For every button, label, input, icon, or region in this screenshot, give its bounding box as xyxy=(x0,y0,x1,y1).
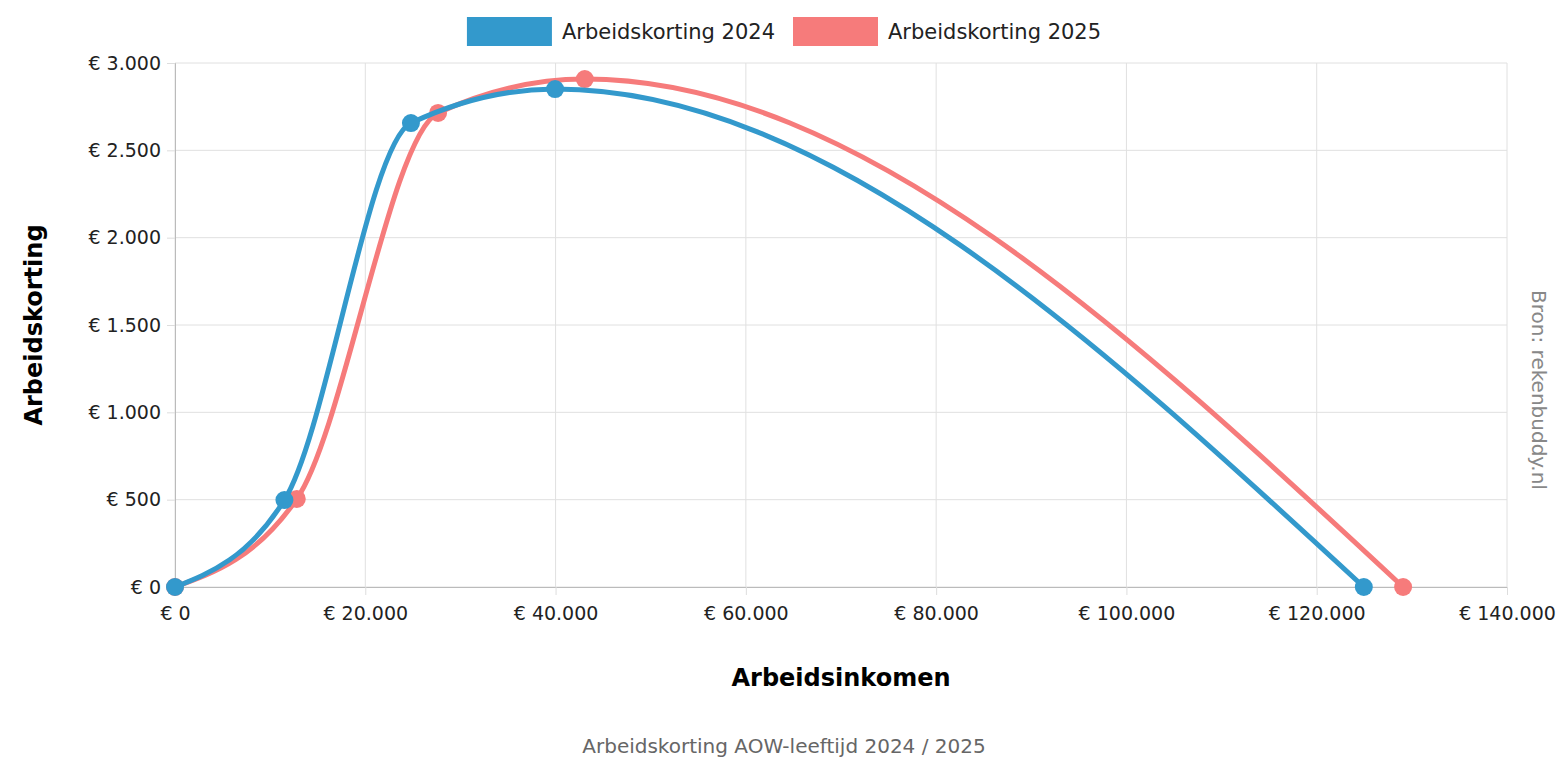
series-point xyxy=(166,578,184,596)
series-point xyxy=(1394,578,1412,596)
legend-item: Arbeidskorting 2024 xyxy=(467,17,775,46)
legend-swatch xyxy=(793,17,878,46)
tick-mark xyxy=(167,63,175,64)
tick-mark xyxy=(556,587,557,595)
tick-mark xyxy=(1317,587,1318,595)
tick-mark xyxy=(167,500,175,501)
grid-line-y xyxy=(175,237,1507,238)
tick: € 60.000 xyxy=(704,587,789,624)
tick-mark xyxy=(936,587,937,595)
tick-label: € 20.000 xyxy=(323,602,408,624)
tick-mark xyxy=(746,587,747,595)
chart-title: Arbeidskorting AOW-leeftijd 2024 / 2025 xyxy=(582,734,985,758)
chart: € 0 € 20.000 € 40.000 € 60.000 € 80.000 € 100… xyxy=(0,0,1568,784)
tick-label: € 2.000 xyxy=(88,226,161,248)
tick: € 500 xyxy=(107,488,175,510)
tick-label: € 0 xyxy=(160,602,190,624)
grid-line-y xyxy=(175,325,1507,326)
tick-mark xyxy=(1507,587,1508,595)
tick-label: € 100.000 xyxy=(1079,602,1176,624)
tick-label: € 60.000 xyxy=(704,602,789,624)
series-point xyxy=(576,70,594,88)
series-group xyxy=(166,70,1412,596)
legend: Arbeidskorting 2024 Arbeidskorting 2025 xyxy=(467,17,1101,46)
tick-label: € 40.000 xyxy=(514,602,599,624)
legend-label: Arbeidskorting 2025 xyxy=(888,20,1101,44)
y-axis-title: Arbeidskorting xyxy=(20,224,48,425)
tick-label: € 3.000 xyxy=(88,52,161,74)
grid-line-y xyxy=(175,63,1507,64)
tick-label: € 80.000 xyxy=(894,602,979,624)
legend-item: Arbeidskorting 2025 xyxy=(793,17,1101,46)
series-point xyxy=(166,578,184,596)
x-axis-title: Arbeidsinkomen xyxy=(731,664,950,692)
tick-label: € 500 xyxy=(107,488,161,510)
legend-swatch xyxy=(467,17,552,46)
tick-label: € 0 xyxy=(131,576,161,598)
axis-line xyxy=(167,64,176,588)
grid xyxy=(175,63,1507,587)
series-line xyxy=(175,89,1364,587)
legend-label: Arbeidskorting 2024 xyxy=(562,20,775,44)
series-point xyxy=(275,491,293,509)
tick: € 20.000 xyxy=(323,587,408,624)
grid-line-y xyxy=(175,150,1507,151)
series-point xyxy=(402,114,420,132)
tick: € 120.000 xyxy=(1269,587,1366,624)
tick: € 3.000 xyxy=(88,52,175,74)
tick: € 140.000 xyxy=(1459,587,1556,624)
tick-mark xyxy=(1126,587,1127,595)
tick-mark xyxy=(365,587,366,595)
tick-mark xyxy=(167,150,175,151)
grid-line-y xyxy=(175,412,1507,413)
axis-line xyxy=(176,588,1508,596)
series-point xyxy=(546,80,564,98)
tick: € 2.500 xyxy=(88,139,175,161)
tick: € 2.000 xyxy=(88,226,175,248)
series-line xyxy=(175,79,1403,587)
series-point xyxy=(1355,578,1373,596)
tick-label: € 1.500 xyxy=(88,314,161,336)
tick: € 40.000 xyxy=(514,587,599,624)
tick-label: € 120.000 xyxy=(1269,602,1366,624)
tick-mark xyxy=(167,412,175,413)
tick-mark xyxy=(167,238,175,239)
tick-label: € 2.500 xyxy=(88,139,161,161)
plot: € 0 € 20.000 € 40.000 € 60.000 € 80.000 € 100… xyxy=(88,52,1555,625)
x-axis: € 0 € 20.000 € 40.000 € 60.000 € 80.000 € 100… xyxy=(160,587,1555,624)
tick-mark xyxy=(167,325,175,326)
tick: € 1.000 xyxy=(88,401,175,423)
tick: € 1.500 xyxy=(88,314,175,336)
tick-label: € 1.000 xyxy=(88,401,161,423)
tick: € 80.000 xyxy=(894,587,979,624)
tick: € 100.000 xyxy=(1079,587,1176,624)
y-axis: € 0 € 500 € 1.000 € 1.500 € 2.000 € 2.500 € 3.… xyxy=(88,52,175,598)
annotation: Bron: rekenbuddy.nl xyxy=(1527,290,1551,490)
tick-label: € 140.000 xyxy=(1459,602,1556,624)
